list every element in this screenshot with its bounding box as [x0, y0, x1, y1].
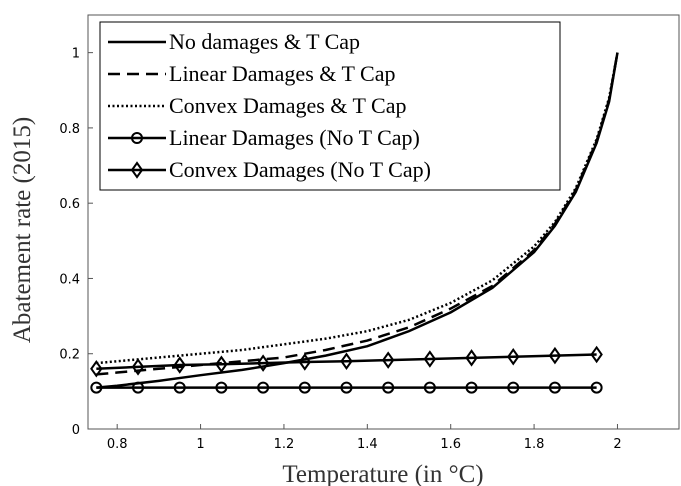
y-tick-label: 1 — [72, 47, 80, 62]
point — [90, 381, 103, 394]
y-tick-label: 0 — [72, 423, 80, 438]
x-tick-label: 0.8 — [107, 437, 128, 452]
legend-marker — [131, 132, 143, 144]
point — [507, 348, 520, 366]
point — [423, 350, 437, 368]
x-tick-label: 1.6 — [440, 437, 461, 452]
point — [173, 381, 186, 394]
point — [381, 351, 395, 369]
point — [423, 381, 436, 394]
point — [465, 381, 478, 394]
point — [548, 381, 561, 394]
x-tick-label: 1.8 — [524, 437, 545, 452]
point — [548, 346, 562, 365]
y-axis-label: Abatement rate (2015) — [9, 117, 36, 343]
plot-frame — [87, 14, 680, 430]
y-tick-label: 0.6 — [59, 197, 80, 212]
point — [131, 358, 145, 376]
point — [382, 381, 395, 394]
point — [132, 381, 145, 394]
x-tick-label: 1.4 — [357, 437, 378, 452]
point — [257, 381, 270, 394]
point — [90, 360, 103, 378]
point — [256, 354, 270, 372]
legend-label: No damages & T Cap — [169, 29, 360, 54]
x-tick-label: 2 — [613, 437, 621, 452]
point — [173, 356, 186, 374]
y-tick-label: 0.4 — [59, 272, 80, 287]
series-line — [96, 52, 619, 365]
x-axis-label: Temperature (in °C) — [282, 461, 483, 486]
point — [465, 349, 478, 367]
point — [590, 345, 603, 364]
legend-box — [99, 21, 561, 191]
legend-label: Linear Damages (No T Cap) — [169, 125, 420, 150]
y-tick-label: 0.2 — [59, 348, 80, 363]
legend-label: Linear Damages & T Cap — [169, 61, 395, 86]
point — [340, 381, 353, 394]
point — [590, 381, 603, 394]
point — [298, 381, 311, 394]
point — [507, 381, 520, 394]
point — [340, 352, 353, 370]
legend-marker — [130, 161, 144, 179]
point — [298, 353, 312, 371]
x-tick-label: 1.2 — [274, 437, 295, 452]
point — [215, 355, 228, 373]
x-tick-label: 1 — [196, 437, 204, 452]
point — [215, 381, 228, 394]
legend-label: Convex Damages & T Cap — [169, 93, 407, 118]
y-tick-label: 0.8 — [59, 122, 80, 137]
legend-label: Convex Damages (No T Cap) — [169, 157, 431, 182]
series-line — [96, 353, 597, 371]
